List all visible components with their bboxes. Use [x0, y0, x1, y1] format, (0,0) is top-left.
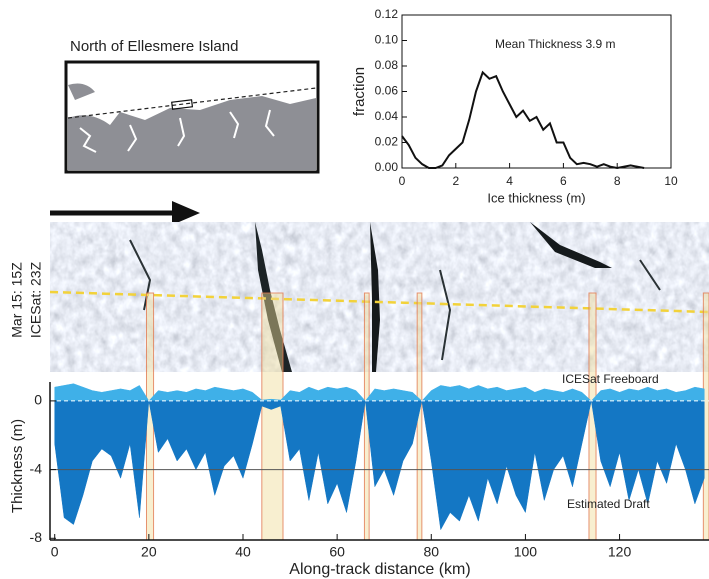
data-line [401, 70, 645, 170]
annotation: ICESat Freeboard [562, 372, 659, 386]
x-tick-label: 8 [614, 174, 621, 188]
area [54, 383, 705, 402]
direction-arrow [50, 201, 200, 225]
x-tick-label: 80 [423, 544, 439, 560]
x-tick-label: 20 [141, 544, 157, 560]
y-tick-label: 0.04 [375, 109, 399, 123]
y-tick-label: 0.10 [375, 33, 399, 47]
x-axis-label: Along-track distance (km) [289, 561, 470, 578]
x-tick-label: 0 [399, 174, 406, 188]
x-tick-label: 60 [329, 544, 345, 560]
x-tick-label: 2 [452, 174, 459, 188]
x-tick-label: 6 [560, 174, 567, 188]
y-tick-label: 0.02 [375, 135, 399, 149]
map [64, 60, 320, 174]
charts: 0 2 4 6 8 10 0.00 0.02 0.04 0.06 0.08 0.10 0.12 Ice t… [9, 7, 709, 578]
x-axis-label: Ice thickness (m) [487, 190, 585, 205]
sar-image [50, 222, 709, 372]
annotation: Mean Thickness 3.9 m [495, 37, 616, 51]
x-tick-label: 100 [514, 544, 538, 560]
x-tick-label: 0 [51, 544, 59, 560]
y-axis-label: Thickness (m) [9, 419, 26, 513]
image-label: Mar 15: 15Z [9, 262, 25, 338]
y-tick-label: -4 [30, 460, 43, 476]
y-tick-label: 0.12 [375, 7, 399, 21]
lead-band [261, 292, 284, 541]
x-tick-label: 40 [235, 544, 251, 560]
y-tick-label: 0.00 [375, 160, 399, 174]
annotation: Estimated Draft [567, 497, 650, 511]
y-tick-label: 0 [34, 392, 42, 408]
x-tick-label: 10 [664, 174, 678, 188]
y-axis-label: fraction [351, 67, 368, 116]
y-tick-label: 0.08 [375, 58, 399, 72]
image-label: ICESat: 23Z [28, 261, 44, 338]
y-tick-label: 0.06 [375, 84, 399, 98]
x-tick-label: 120 [608, 544, 632, 560]
x-tick-label: 4 [506, 174, 513, 188]
map-title: North of Ellesmere Island [70, 38, 238, 55]
y-tick-label: -8 [30, 529, 43, 545]
